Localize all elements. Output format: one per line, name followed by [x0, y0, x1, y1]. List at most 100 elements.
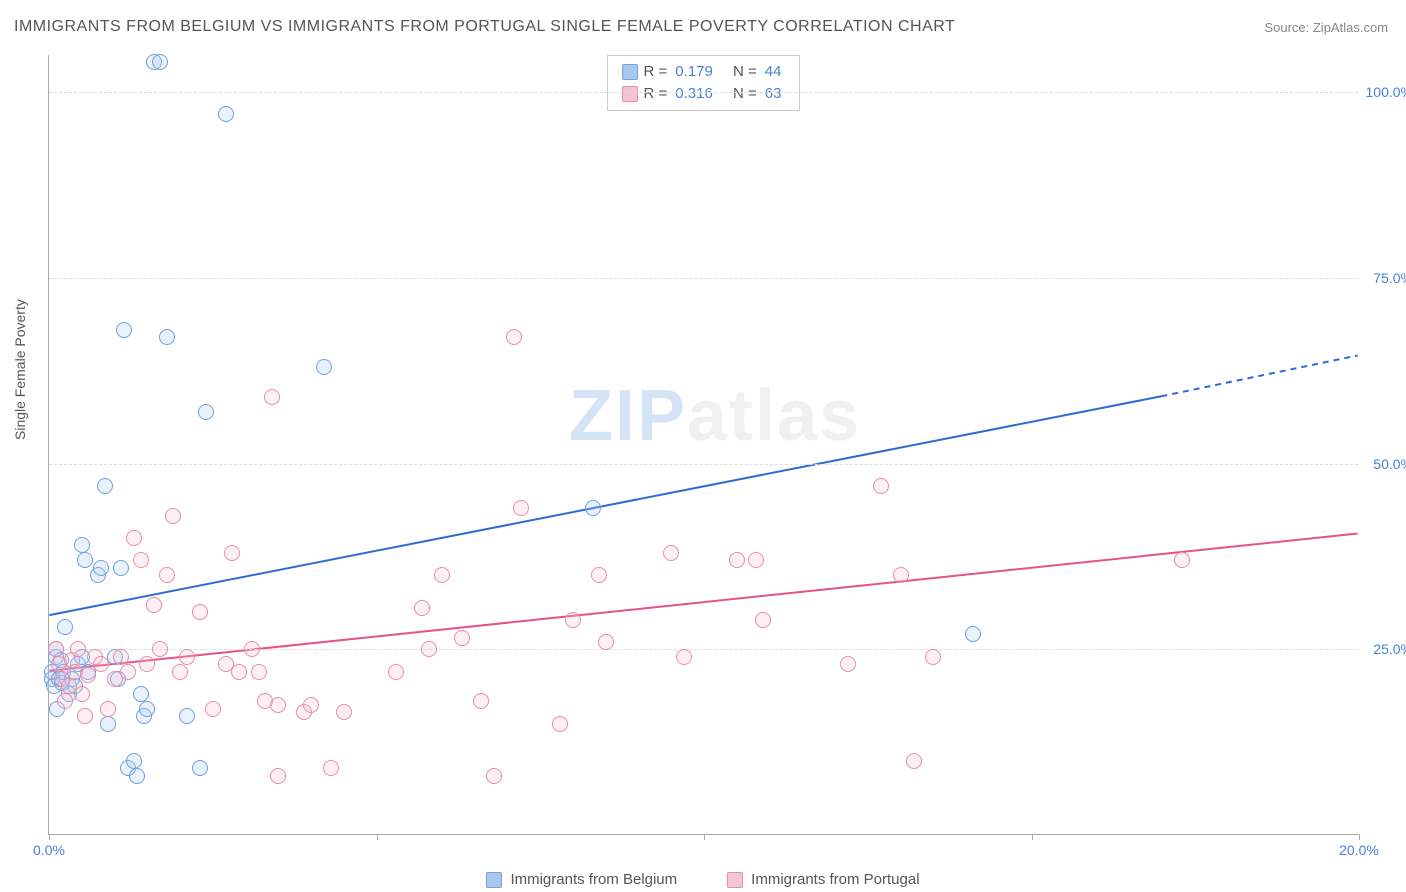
data-point	[591, 567, 607, 583]
data-point	[120, 664, 136, 680]
data-point	[205, 701, 221, 717]
data-point	[97, 478, 113, 494]
data-point	[100, 701, 116, 717]
data-point	[965, 626, 981, 642]
data-point	[80, 667, 96, 683]
data-point	[840, 656, 856, 672]
data-point	[133, 552, 149, 568]
r-value-belgium: 0.179	[675, 61, 713, 83]
data-point	[159, 567, 175, 583]
data-point	[316, 359, 332, 375]
swatch-belgium	[622, 64, 638, 80]
data-point	[172, 664, 188, 680]
data-point	[74, 537, 90, 553]
data-point	[100, 716, 116, 732]
r-label: R =	[644, 83, 668, 105]
data-point	[486, 768, 502, 784]
data-point	[159, 329, 175, 345]
data-point	[303, 697, 319, 713]
data-point	[179, 708, 195, 724]
x-tick-mark	[1032, 834, 1033, 840]
legend-item-portugal: Immigrants from Portugal	[727, 871, 919, 888]
swatch-portugal	[727, 872, 743, 888]
data-point	[48, 641, 64, 657]
r-value-portugal: 0.316	[675, 83, 713, 105]
trendline	[49, 396, 1161, 615]
data-point	[434, 567, 450, 583]
swatch-portugal	[622, 86, 638, 102]
correlation-legend: R = 0.179 N = 44 R = 0.316 N = 63	[607, 55, 801, 111]
data-point	[755, 612, 771, 628]
data-point	[133, 686, 149, 702]
gridline	[49, 464, 1358, 465]
watermark: ZIPatlas	[569, 375, 861, 457]
data-point	[925, 649, 941, 665]
data-point	[198, 404, 214, 420]
data-point	[1174, 552, 1190, 568]
y-tick-label: 75.0%	[1363, 270, 1406, 286]
data-point	[388, 664, 404, 680]
data-point	[77, 708, 93, 724]
data-point	[113, 649, 129, 665]
data-point	[414, 600, 430, 616]
data-point	[585, 500, 601, 516]
data-point	[264, 389, 280, 405]
data-point	[251, 664, 267, 680]
data-point	[552, 716, 568, 732]
data-point	[729, 552, 745, 568]
data-point	[336, 704, 352, 720]
x-tick-mark	[377, 834, 378, 840]
data-point	[192, 604, 208, 620]
gridline	[49, 278, 1358, 279]
data-point	[139, 701, 155, 717]
legend-item-belgium: Immigrants from Belgium	[486, 871, 677, 888]
r-label: R =	[644, 61, 668, 83]
data-point	[244, 641, 260, 657]
correlation-chart: IMMIGRANTS FROM BELGIUM VS IMMIGRANTS FR…	[0, 0, 1406, 892]
series-legend: Immigrants from Belgium Immigrants from …	[0, 871, 1406, 888]
plot-area: ZIPatlas R = 0.179 N = 44 R = 0.316 N = …	[48, 55, 1358, 835]
data-point	[218, 106, 234, 122]
data-point	[192, 760, 208, 776]
n-value-portugal: 63	[765, 83, 782, 105]
data-point	[93, 656, 109, 672]
data-point	[152, 641, 168, 657]
source-attribution: Source: ZipAtlas.com	[1264, 20, 1388, 35]
data-point	[748, 552, 764, 568]
x-tick-label: 20.0%	[1339, 842, 1379, 858]
x-tick-mark	[704, 834, 705, 840]
data-point	[116, 322, 132, 338]
x-tick-mark	[49, 834, 50, 840]
data-point	[873, 478, 889, 494]
data-point	[152, 54, 168, 70]
legend-label-belgium: Immigrants from Belgium	[510, 871, 677, 888]
data-point	[565, 612, 581, 628]
data-point	[74, 686, 90, 702]
gridline	[49, 92, 1358, 93]
data-point	[906, 753, 922, 769]
n-label: N =	[733, 61, 757, 83]
y-tick-label: 25.0%	[1363, 641, 1406, 657]
legend-row-belgium: R = 0.179 N = 44	[622, 61, 786, 83]
data-point	[129, 768, 145, 784]
data-point	[93, 560, 109, 576]
data-point	[454, 630, 470, 646]
y-tick-label: 50.0%	[1363, 456, 1406, 472]
swatch-belgium	[486, 872, 502, 888]
n-value-belgium: 44	[765, 61, 782, 83]
legend-row-portugal: R = 0.316 N = 63	[622, 83, 786, 105]
x-tick-mark	[1359, 834, 1360, 840]
data-point	[224, 545, 240, 561]
data-point	[598, 634, 614, 650]
data-point	[57, 619, 73, 635]
data-point	[179, 649, 195, 665]
chart-title: IMMIGRANTS FROM BELGIUM VS IMMIGRANTS FR…	[14, 18, 955, 36]
data-point	[663, 545, 679, 561]
y-tick-label: 100.0%	[1363, 84, 1406, 100]
legend-label-portugal: Immigrants from Portugal	[751, 871, 919, 888]
data-point	[57, 693, 73, 709]
data-point	[323, 760, 339, 776]
y-axis-label: Single Female Poverty	[12, 299, 28, 440]
x-tick-label: 0.0%	[33, 842, 65, 858]
data-point	[77, 552, 93, 568]
